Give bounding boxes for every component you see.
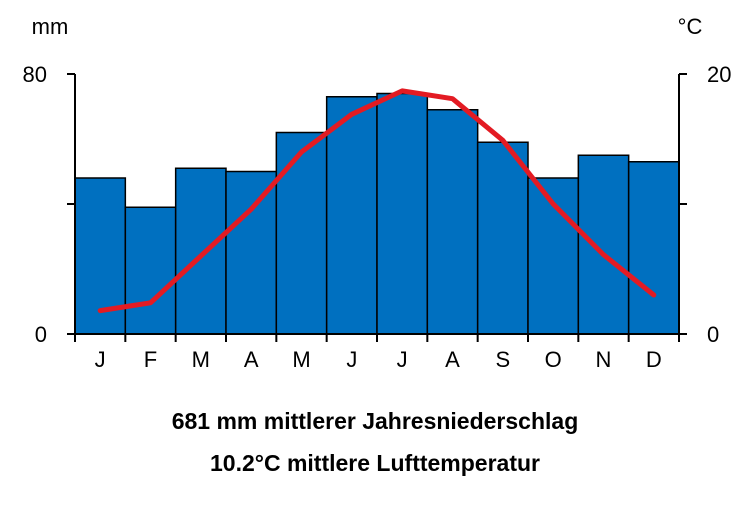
right-axis-unit: °C — [678, 14, 703, 39]
right-axis-tick-label: 0 — [707, 322, 719, 347]
x-axis-label: J — [95, 347, 106, 372]
precipitation-bar — [376, 92, 429, 335]
annual-precipitation-caption: 681 mm mittlerer Jahresniederschlag — [171, 408, 579, 434]
x-axis-label: A — [244, 347, 259, 372]
x-axis-label: A — [445, 347, 460, 372]
axes — [67, 73, 687, 342]
left-axis-unit: mm — [32, 14, 69, 39]
climate-chart: mm °C 0 80 0 20 J F M A M J J A S O N D — [23, 14, 732, 372]
x-axis-label: J — [346, 347, 357, 372]
mean-temperature-caption: 10.2°C mittlere Lufttemperatur — [210, 450, 540, 476]
x-axis-label: N — [596, 347, 612, 372]
x-axis-label: M — [192, 347, 210, 372]
left-axis-tick-label: 80 — [23, 62, 47, 87]
precipitation-bar — [325, 96, 378, 335]
precipitation-bar — [426, 109, 479, 335]
x-axis-label: M — [292, 347, 310, 372]
precipitation-bars — [74, 92, 680, 335]
precipitation-bar — [124, 206, 177, 335]
precipitation-bar — [275, 131, 328, 335]
precipitation-bar — [225, 170, 278, 335]
x-axis-label: F — [144, 347, 157, 372]
x-axis-label: S — [495, 347, 510, 372]
temperature-line — [97, 88, 657, 314]
precipitation-bar — [174, 167, 227, 335]
x-axis-label: D — [646, 347, 662, 372]
x-axis-label: O — [545, 347, 562, 372]
x-axis-label: J — [397, 347, 408, 372]
left-axis-tick-label: 0 — [35, 322, 47, 347]
precipitation-bar — [627, 161, 680, 335]
precipitation-bar — [577, 154, 630, 335]
right-axis-tick-label: 20 — [707, 62, 731, 87]
precipitation-bar — [476, 141, 529, 335]
tick-labels: 0 80 0 20 — [23, 62, 732, 347]
